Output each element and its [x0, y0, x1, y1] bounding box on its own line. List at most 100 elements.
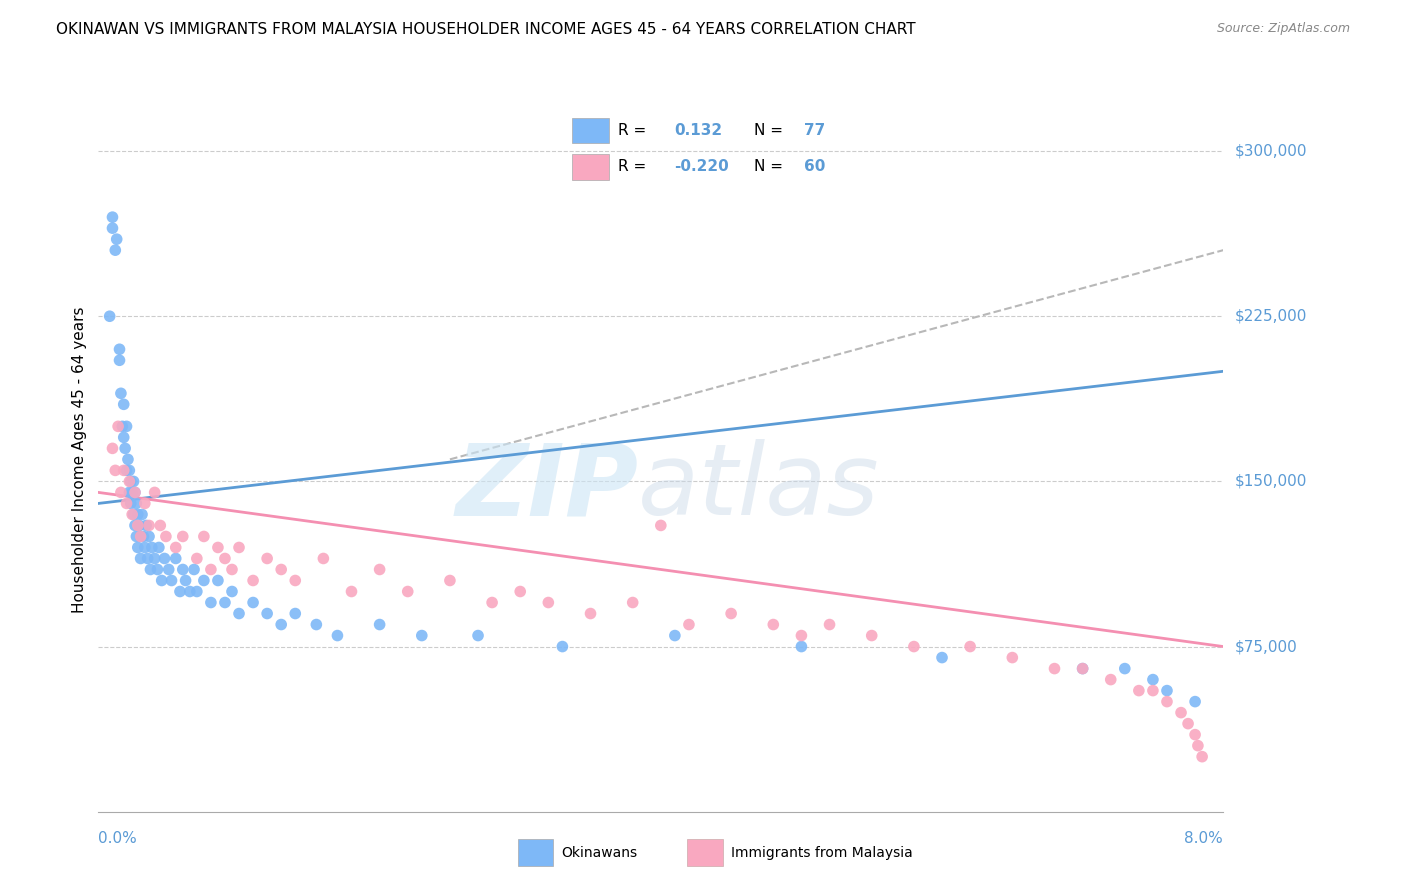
Point — [122, 508, 145, 522]
Point — [790, 628, 813, 642]
Point — [305, 617, 328, 632]
Point — [242, 595, 264, 609]
Point — [165, 551, 187, 566]
Point — [481, 595, 503, 609]
Point — [115, 496, 138, 510]
Bar — [572, 154, 609, 179]
Point — [214, 595, 236, 609]
Text: ZIP: ZIP — [456, 439, 638, 536]
Point — [138, 518, 160, 533]
Point — [160, 574, 183, 588]
Point — [131, 508, 153, 522]
Point — [115, 463, 138, 477]
Point — [120, 496, 142, 510]
Point — [172, 562, 194, 576]
Text: $225,000: $225,000 — [1234, 309, 1306, 324]
Point — [129, 551, 152, 566]
Point — [1187, 739, 1209, 753]
Point — [650, 518, 672, 533]
Point — [157, 562, 180, 576]
Point — [1114, 662, 1136, 676]
Text: $300,000: $300,000 — [1234, 144, 1306, 159]
Point — [128, 518, 150, 533]
Point — [132, 529, 155, 543]
Point — [153, 551, 176, 566]
Point — [149, 518, 172, 533]
Point — [1043, 662, 1066, 676]
Y-axis label: Householder Income Ages 45 - 64 years: Householder Income Ages 45 - 64 years — [72, 306, 87, 613]
Point — [129, 529, 152, 543]
Point — [221, 562, 243, 576]
Point — [114, 442, 136, 456]
Point — [122, 475, 145, 489]
Point — [621, 595, 644, 609]
Bar — [688, 839, 723, 866]
Point — [200, 562, 222, 576]
Point — [118, 485, 141, 500]
Point — [860, 628, 883, 642]
Point — [256, 607, 278, 621]
Point — [127, 518, 149, 533]
Point — [228, 607, 250, 621]
Point — [111, 419, 134, 434]
Point — [1156, 683, 1178, 698]
Point — [120, 475, 142, 489]
Point — [138, 529, 160, 543]
Point — [101, 210, 124, 224]
Point — [134, 496, 156, 510]
Point — [467, 628, 489, 642]
Point — [207, 574, 229, 588]
Point — [169, 584, 191, 599]
Point — [579, 607, 602, 621]
Point — [537, 595, 560, 609]
Point — [1184, 695, 1206, 709]
Point — [221, 584, 243, 599]
Point — [118, 475, 141, 489]
Text: atlas: atlas — [638, 439, 880, 536]
Point — [121, 485, 143, 500]
Point — [1177, 716, 1199, 731]
Point — [143, 485, 166, 500]
Point — [165, 541, 187, 555]
Text: 0.0%: 0.0% — [98, 831, 138, 846]
Point — [790, 640, 813, 654]
Point — [115, 419, 138, 434]
Point — [326, 628, 349, 642]
Point — [186, 551, 208, 566]
Point — [903, 640, 925, 654]
Point — [136, 551, 159, 566]
Point — [931, 650, 953, 665]
Point — [121, 508, 143, 522]
Point — [551, 640, 574, 654]
Point — [117, 452, 139, 467]
Point — [270, 617, 292, 632]
Point — [242, 574, 264, 588]
Point — [228, 541, 250, 555]
Point — [678, 617, 700, 632]
Bar — [572, 118, 609, 144]
Point — [108, 353, 131, 368]
Point — [207, 541, 229, 555]
Point — [1099, 673, 1122, 687]
Point — [411, 628, 433, 642]
Point — [124, 518, 146, 533]
Point — [118, 463, 141, 477]
Point — [174, 574, 197, 588]
Point — [148, 541, 170, 555]
Point — [112, 430, 135, 444]
Point — [270, 562, 292, 576]
Text: Source: ZipAtlas.com: Source: ZipAtlas.com — [1216, 22, 1350, 36]
Point — [98, 310, 121, 324]
Point — [193, 574, 215, 588]
Point — [1156, 695, 1178, 709]
Point — [112, 463, 135, 477]
Point — [125, 529, 148, 543]
Point — [368, 562, 391, 576]
Point — [439, 574, 461, 588]
Point — [1001, 650, 1024, 665]
Bar — [517, 839, 554, 866]
Point — [312, 551, 335, 566]
Point — [127, 541, 149, 555]
Text: R =: R = — [619, 160, 647, 174]
Point — [101, 442, 124, 456]
